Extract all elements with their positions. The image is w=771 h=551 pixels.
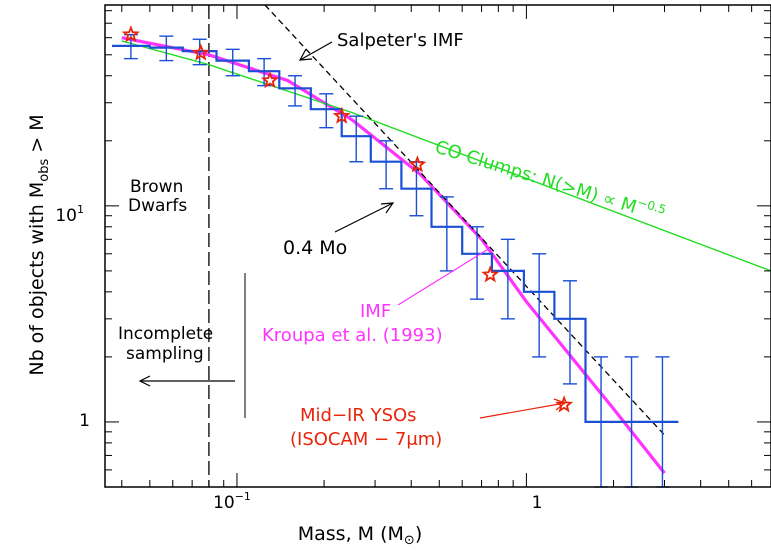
x-axis-label: Mass, M (M⊙): [298, 523, 422, 548]
yso-star-marker: [332, 106, 351, 124]
y-axis-label-sub: obs: [37, 159, 52, 182]
plot-lines: [112, 4, 771, 488]
y-axis-label: Nb of objects with Mobs > M: [26, 114, 52, 375]
imf-pointer: [397, 247, 491, 306]
x-tick-label-0.1-base: 10: [213, 493, 235, 513]
co-clumps-label: CO Clumps: N(>M) ∝ M−0.5: [433, 134, 668, 227]
x-axis-label-main: Mass, M (M: [298, 523, 404, 545]
sun-symbol: ⊙: [404, 533, 415, 548]
observed-step-histogram: [112, 44, 679, 423]
yso-star-marker: [555, 395, 574, 413]
y-tick-label-10-base: 10: [55, 206, 77, 226]
yso-label-line1: Mid−IR YSOs: [300, 405, 417, 426]
salpeter-arrowhead: [298, 48, 313, 61]
plot-frame: [104, 4, 771, 488]
break-mass-arrowhead: [380, 202, 395, 214]
incomplete-label-line1: Incomplete: [118, 324, 213, 344]
incomplete-arrowhead: [138, 375, 151, 387]
salpeter-label: Salpeter's IMF: [337, 30, 464, 51]
y-tick-label-10: 101: [55, 203, 84, 226]
imf-label-line1: IMF: [360, 301, 391, 322]
plot-axes: [104, 4, 771, 488]
y-axis-label-tail: > M: [26, 114, 48, 158]
brown-dwarfs-label-line1: Brown: [130, 177, 183, 197]
imf-label-line2: Kroupa et al. (1993): [262, 325, 443, 346]
brown-dwarfs-label-line2: Dwarfs: [128, 196, 187, 216]
yso-star-marker: [191, 43, 210, 61]
break-mass-label: 0.4 Mo: [283, 237, 347, 259]
salpeter-imf-line: [264, 4, 665, 436]
yso-star-marker: [121, 25, 140, 43]
y-axis-label-main: Nb of objects with M: [26, 182, 48, 376]
incomplete-label-line2: sampling: [126, 344, 204, 364]
yso-label-line2: (ISOCAM − 7μm): [290, 429, 442, 450]
yso-star-marker: [481, 265, 500, 283]
yso-arrowhead: [553, 398, 567, 411]
x-tick-label-0.1: 10−1: [213, 490, 251, 513]
yso-star-marker: [260, 71, 279, 89]
yso-star-marker: [408, 155, 427, 173]
yso-arrow: [479, 402, 566, 419]
x-axis-label-close: ): [415, 523, 422, 545]
x-tick-label-1: 1: [532, 493, 543, 513]
salpeter-arrow: [299, 41, 333, 61]
x-tick-label-0.1-exp: −1: [235, 490, 251, 503]
plot-marks: [121, 25, 574, 413]
y-tick-label-10-exp: 1: [77, 203, 84, 216]
break-mass-arrow: [334, 202, 394, 233]
y-tick-label-1: 1: [79, 411, 90, 431]
co-clumps-exp: −0.5: [636, 195, 668, 217]
co-clumps-text: CO Clumps: N(>M) ∝ M: [433, 137, 640, 218]
